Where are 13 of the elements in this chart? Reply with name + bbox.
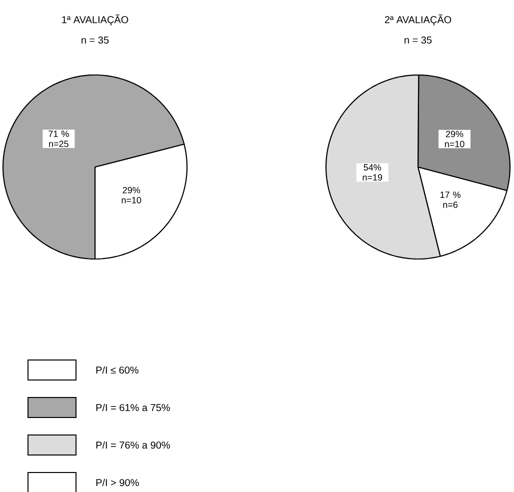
data-label: 29% n=10 xyxy=(122,186,142,204)
chart-subtitle: n = 35 xyxy=(404,36,432,44)
legend-label: P/I ≤ 60% xyxy=(96,366,138,374)
chart-title: 2ª AVALIAÇÃO xyxy=(384,14,452,26)
legend-label: P/I = 61% a 75% xyxy=(96,404,170,412)
legend-label: P/I > 90% xyxy=(96,478,139,486)
data-label: 54% n=19 xyxy=(362,164,382,181)
chart-subtitle: n = 35 xyxy=(82,36,109,44)
data-label: 17 % n=6 xyxy=(440,192,460,208)
legend-label: P/I = 76% a 90% xyxy=(96,441,170,449)
data-label: 29% n=10 xyxy=(444,130,464,148)
data-label: 71 % n=25 xyxy=(48,130,69,148)
chart-title: 1ª AVALIAÇÃO xyxy=(62,14,128,26)
